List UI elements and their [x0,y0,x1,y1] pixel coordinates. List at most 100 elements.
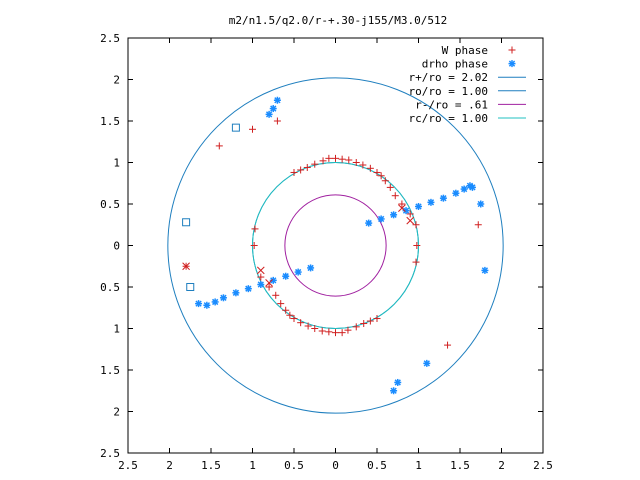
marker-stroke [469,184,476,191]
w-phase-point [366,317,374,325]
w-phase-point [265,283,273,291]
w-phase-point [319,157,327,165]
w-phase-point [311,160,319,168]
drho-phase-point [265,110,273,118]
x-tick-label: 2.5 [533,459,553,472]
x-tick-label: 2 [498,459,505,472]
w-phase-point [249,125,256,133]
y-tick-label: 2 [113,74,120,87]
drho-phase-point [257,281,265,289]
marker-stroke [307,264,314,272]
w-phase-point [297,319,305,327]
marker-stroke [390,211,397,218]
marker-stroke [257,281,264,288]
marker-stroke [427,199,435,206]
w-phase-point [386,183,394,191]
x-tick-label: 0.5 [367,459,387,472]
drho-phase-point [452,189,460,197]
drho-phase-point [195,300,203,308]
marker-stroke [415,203,422,210]
w-phase-point [251,225,259,233]
drho-phase-point [282,272,290,280]
drho-phase-point [211,298,219,306]
w-phase-point [360,320,368,328]
drho-phase-point [269,105,277,113]
marker-stroke [402,207,410,214]
w-phase-point [304,322,312,330]
marker-stroke [211,298,219,306]
w-phase-point [338,329,346,337]
w-phase-point [373,168,381,176]
w-phase-point [412,221,420,229]
ticks-layer: 2.5 2 1.5 1 0.5 0 0.5 1 1.5 2 2.52.521.510.500.511… [100,32,553,472]
y-tick-label: 1 [113,157,120,170]
x-series-point [256,266,265,275]
legend-marker [508,46,516,54]
circles-layer [167,77,504,414]
marker-stroke [452,190,460,197]
w-phase-point [366,164,374,172]
w-phase-point [272,291,280,299]
w-phase-point [311,325,319,332]
w-phase-point [332,329,339,337]
w-phase-point [273,117,281,125]
drho-phase-point [219,294,227,302]
square-series-point [182,218,191,227]
legend-label: r-/ro = .61 [415,98,488,111]
marker-stroke [282,273,289,280]
y-tick-label: 0.5 [100,198,120,211]
x-tick-label: 2 [166,459,173,472]
w-phase-point [297,166,305,174]
w-phase-point [412,258,420,266]
y-tick-label: 1.5 [100,115,120,128]
w-phase-point [215,142,223,150]
marker-stroke [440,195,447,202]
marker-stroke [186,283,195,291]
w-phase-point [277,300,285,308]
x-tick-label: 0 [332,459,339,472]
w-phase-point [338,155,346,163]
w-phase-point [303,163,311,171]
marker-stroke [245,285,252,292]
marker-stroke [394,379,401,386]
w-phase-point [391,192,399,200]
points-layer [182,96,489,395]
w-phase-point [474,221,482,229]
square-series-point [231,123,240,132]
y-tick-label: 0 [113,240,120,253]
w-phase-point [352,323,360,331]
marker-stroke [256,266,265,275]
drho-phase-point [481,266,489,274]
marker-stroke [270,105,277,112]
drho-phase-point [365,219,373,227]
drho-phase-point [273,96,281,104]
y-tick-label: 2.5 [100,447,120,460]
marker-stroke [398,204,406,213]
w-phase-point [325,154,333,162]
w-phase-point [352,159,360,166]
w-phase-point [345,156,353,164]
x-tick-label: 1.5 [450,459,470,472]
marker-stroke [232,289,240,296]
drho-phase-point [423,359,431,367]
radius-circle [167,77,504,414]
y-tick-label: 1 [113,323,120,336]
marker-stroke [390,387,397,394]
marker-stroke [203,302,211,309]
w-phase-point [398,200,406,208]
radius-circle [284,194,387,297]
w-phase-point [286,311,294,319]
w-phase-point [257,273,265,281]
drho-phase-point [269,276,277,284]
marker-stroke [265,278,273,287]
marker-stroke [406,216,415,225]
drho-phase-point [307,264,315,272]
drho-phase-point [427,198,435,206]
drho-phase-point [390,387,398,395]
w-phase-point [282,306,290,314]
drho-phase-point [460,185,468,193]
w-phase-point [381,177,389,185]
marker-stroke [220,294,227,301]
